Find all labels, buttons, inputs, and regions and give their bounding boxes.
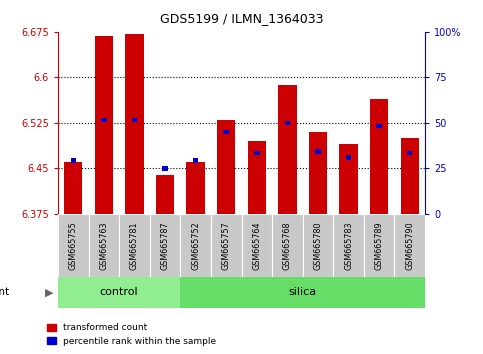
FancyBboxPatch shape bbox=[119, 214, 150, 277]
Bar bbox=[132, 118, 137, 122]
FancyBboxPatch shape bbox=[395, 214, 425, 277]
FancyBboxPatch shape bbox=[272, 214, 303, 277]
FancyBboxPatch shape bbox=[242, 214, 272, 277]
Text: GSM665790: GSM665790 bbox=[405, 222, 414, 270]
Text: GSM665757: GSM665757 bbox=[222, 222, 231, 270]
Bar bbox=[217, 120, 235, 214]
Bar bbox=[346, 155, 351, 160]
Bar bbox=[407, 151, 412, 155]
Text: GDS5199 / ILMN_1364033: GDS5199 / ILMN_1364033 bbox=[160, 12, 323, 25]
Bar bbox=[278, 85, 297, 214]
FancyBboxPatch shape bbox=[58, 214, 88, 277]
Text: GSM665752: GSM665752 bbox=[191, 222, 200, 270]
Bar bbox=[224, 130, 229, 134]
Text: GSM665780: GSM665780 bbox=[313, 222, 323, 270]
Text: GSM665768: GSM665768 bbox=[283, 222, 292, 270]
Bar bbox=[309, 132, 327, 214]
Bar bbox=[125, 34, 143, 214]
Legend: transformed count, percentile rank within the sample: transformed count, percentile rank withi… bbox=[43, 320, 220, 349]
Bar bbox=[193, 159, 199, 163]
Text: silica: silica bbox=[289, 287, 317, 297]
Text: GSM665789: GSM665789 bbox=[375, 222, 384, 270]
Text: GSM665781: GSM665781 bbox=[130, 222, 139, 270]
FancyBboxPatch shape bbox=[180, 214, 211, 277]
Bar bbox=[376, 124, 382, 128]
Text: control: control bbox=[100, 287, 139, 297]
Bar bbox=[156, 175, 174, 214]
Text: GSM665755: GSM665755 bbox=[69, 222, 78, 270]
Bar bbox=[315, 149, 321, 154]
Bar bbox=[58, 277, 180, 308]
Bar bbox=[95, 36, 113, 214]
Text: agent: agent bbox=[0, 287, 10, 297]
FancyBboxPatch shape bbox=[303, 214, 333, 277]
Bar bbox=[71, 159, 76, 163]
Text: GSM665764: GSM665764 bbox=[252, 222, 261, 270]
Text: GSM665783: GSM665783 bbox=[344, 222, 353, 270]
Bar bbox=[248, 141, 266, 214]
FancyBboxPatch shape bbox=[211, 214, 242, 277]
Bar bbox=[340, 144, 358, 214]
Bar bbox=[162, 166, 168, 171]
Bar bbox=[400, 138, 419, 214]
Bar bbox=[186, 162, 205, 214]
Text: ▶: ▶ bbox=[44, 287, 53, 297]
Bar bbox=[64, 162, 83, 214]
FancyBboxPatch shape bbox=[333, 214, 364, 277]
FancyBboxPatch shape bbox=[150, 214, 180, 277]
Bar bbox=[101, 118, 107, 122]
Text: GSM665787: GSM665787 bbox=[160, 222, 170, 270]
Bar bbox=[180, 277, 425, 308]
Bar bbox=[370, 99, 388, 214]
Bar bbox=[284, 121, 290, 125]
Bar bbox=[254, 151, 259, 155]
Text: GSM665763: GSM665763 bbox=[99, 222, 108, 270]
FancyBboxPatch shape bbox=[364, 214, 395, 277]
FancyBboxPatch shape bbox=[88, 214, 119, 277]
